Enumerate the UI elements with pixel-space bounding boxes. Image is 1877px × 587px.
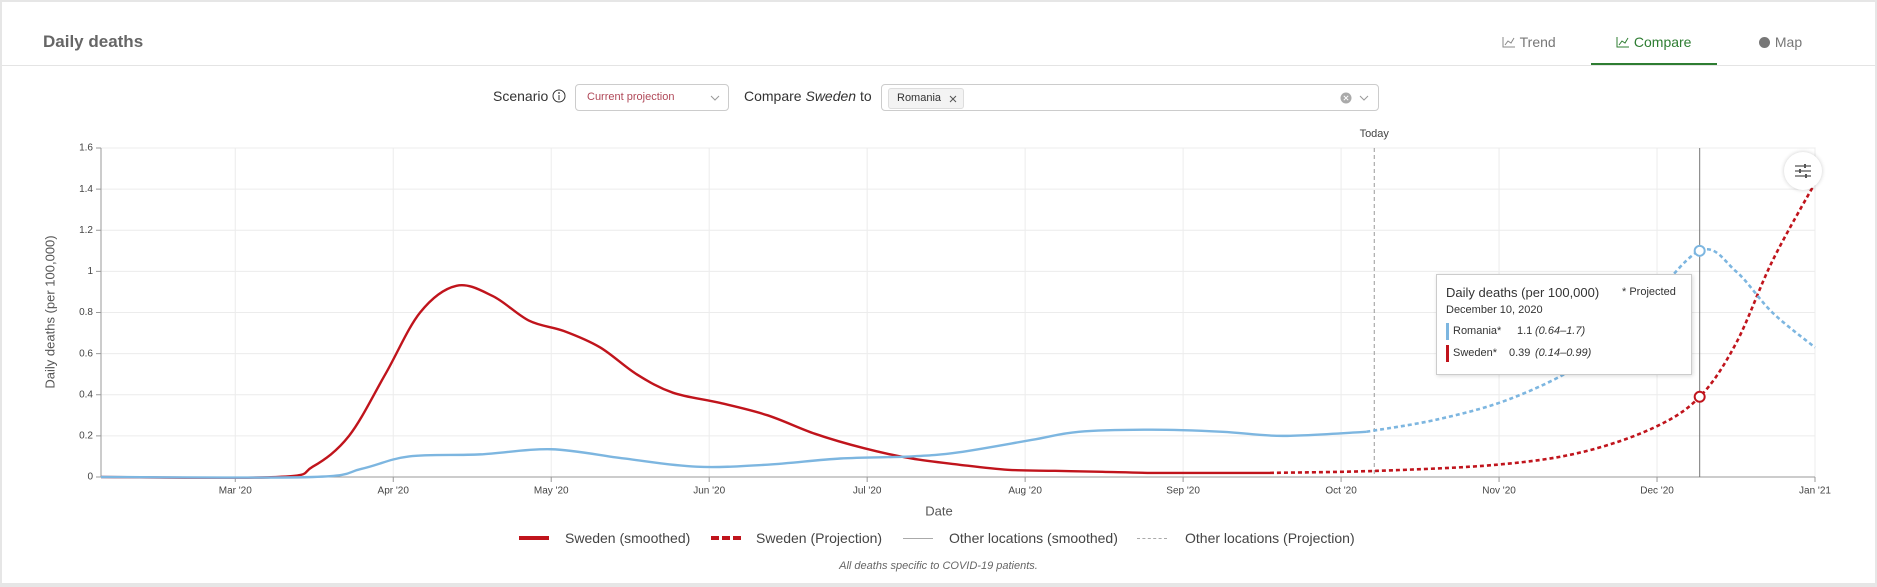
tooltip-swatch <box>1446 323 1449 340</box>
legend-label: Sweden (smoothed) <box>565 530 691 546</box>
y-tick-label: 0.2 <box>79 431 93 442</box>
x-axis-label: Date <box>925 503 952 518</box>
chevron <box>710 95 720 101</box>
x-tick-label: Jul '20 <box>853 486 882 497</box>
x-tick-label: Sep '20 <box>1166 486 1200 497</box>
x-tick-label: Mar '20 <box>219 486 252 497</box>
tab-icon <box>1759 37 1770 48</box>
series-line <box>1269 182 1817 475</box>
tag-remove[interactable] <box>949 95 957 103</box>
header-divider <box>2 65 1875 66</box>
tab-label: Trend <box>1519 34 1556 50</box>
tooltip-name: Romania* <box>1453 325 1502 337</box>
tooltip-title: Daily deaths (per 100,000) <box>1446 285 1600 300</box>
tooltip-note: * Projected <box>1622 286 1676 298</box>
tooltip-interval: (0.14–0.99) <box>1535 347 1592 359</box>
panel-title: Daily deaths <box>43 32 144 51</box>
tooltip-swatch <box>1446 345 1449 362</box>
legend-swatch <box>711 536 741 540</box>
tab-map[interactable]: Map <box>1758 34 1802 50</box>
y-tick-label: 1 <box>87 266 93 277</box>
footnote: All deaths specific to COVID-19 patients… <box>839 560 1038 572</box>
tab-icon <box>1616 37 1629 48</box>
x-tick-label: Apr '20 <box>378 486 410 497</box>
hover-marker <box>1693 244 1706 257</box>
y-tick-label: 0.8 <box>79 307 93 318</box>
tab-label: Map <box>1774 34 1803 50</box>
legend-swatch <box>903 538 933 539</box>
tooltip-value: 1.1 <box>1517 325 1533 337</box>
tab-compare[interactable]: Compare <box>1616 34 1691 50</box>
clear-button[interactable] <box>1340 92 1352 104</box>
info-icon[interactable] <box>552 89 566 103</box>
x-tick-label: Jan '21 <box>1799 486 1831 497</box>
y-tick-label: 1.6 <box>79 143 93 154</box>
tooltip-name: Sweden* <box>1453 347 1498 359</box>
location: Sweden <box>805 88 857 104</box>
y-tick-label: 0.6 <box>79 348 93 359</box>
x-tick-label: Aug '20 <box>1008 486 1042 497</box>
x-tick-label: Jun '20 <box>693 486 725 497</box>
scenario-label: Scenario <box>493 88 566 104</box>
chevron <box>1359 95 1369 101</box>
tooltip-date: December 10, 2020 <box>1446 304 1543 316</box>
tooltip: Daily deaths (per 100,000) * Projected D… <box>1436 274 1692 375</box>
series-line <box>100 428 1367 479</box>
legend-label: Other locations (smoothed) <box>949 530 1118 546</box>
tooltip-interval: (0.64–1.7) <box>1535 325 1586 337</box>
x-tick-label: Nov '20 <box>1482 486 1516 497</box>
tag-label: Romania <box>897 92 942 104</box>
y-tick-label: 0.4 <box>79 389 93 400</box>
select-value: Current projection <box>587 91 675 103</box>
tag[interactable]: Romania <box>888 88 965 109</box>
label-text: Scenario <box>493 88 549 104</box>
today-label: Today <box>1360 128 1390 140</box>
scenario-select[interactable]: Current projection <box>575 84 729 111</box>
tab-trend[interactable]: Trend <box>1502 34 1556 50</box>
hover-marker <box>1693 390 1706 403</box>
settings-icon <box>1795 164 1811 178</box>
label-text: to <box>859 88 872 104</box>
y-tick-label: 1.2 <box>79 225 93 236</box>
tooltip-value: 0.39 <box>1509 347 1531 359</box>
legend-label: Other locations (Projection) <box>1185 530 1355 546</box>
compare-select[interactable]: Romania <box>881 84 1379 111</box>
label-text: Compare <box>744 88 802 104</box>
y-tick-label: 0 <box>87 472 93 483</box>
x-tick-label: Oct '20 <box>1325 486 1357 497</box>
tab-label: Compare <box>1633 34 1692 50</box>
compare-label: Compare Sweden to <box>744 88 872 104</box>
legend-swatch <box>1137 538 1167 539</box>
series-line <box>100 283 1270 479</box>
y-axis-label: Daily deaths (per 100,000) <box>42 235 57 388</box>
x-tick-label: May '20 <box>534 486 569 497</box>
legend-swatch <box>519 536 549 540</box>
tab-underline <box>1591 63 1717 65</box>
tab-icon <box>1502 37 1515 48</box>
y-tick-label: 1.4 <box>79 184 93 195</box>
legend-label: Sweden (Projection) <box>756 530 883 546</box>
chart-settings-button[interactable] <box>1784 152 1822 190</box>
x-tick-label: Dec '20 <box>1640 486 1674 497</box>
